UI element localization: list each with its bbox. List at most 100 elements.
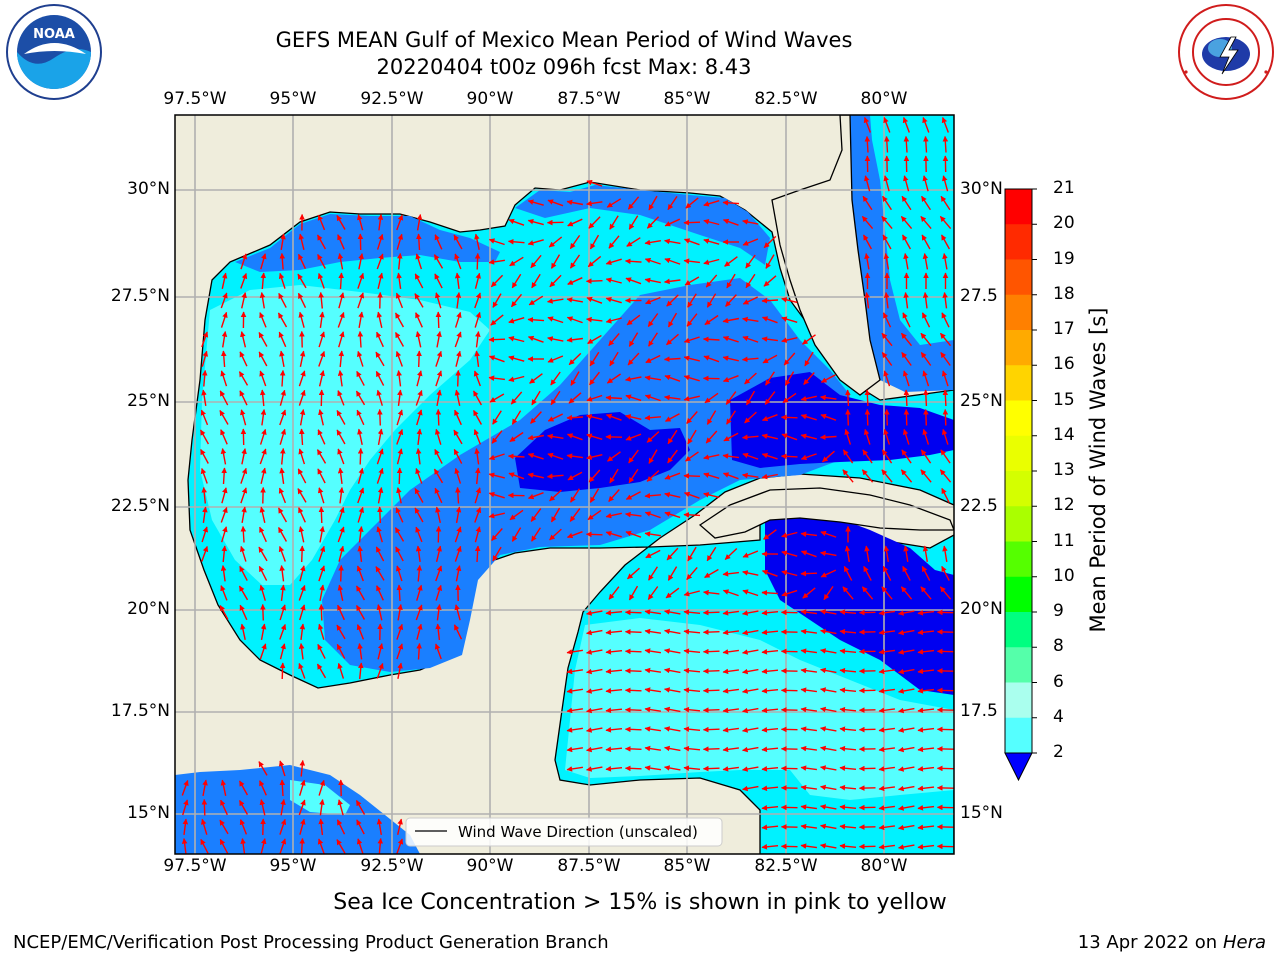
- direction-arrow: [664, 609, 681, 615]
- direction-arrow: [490, 274, 504, 288]
- direction-arrow: [356, 838, 364, 854]
- direction-arrow: [376, 448, 384, 465]
- direction-arrow: [488, 238, 505, 246]
- direction-arrow: [279, 623, 287, 640]
- direction-arrow: [666, 547, 679, 561]
- colorbar-segment: [1005, 682, 1032, 719]
- direction-arrow: [434, 234, 443, 250]
- direction-arrow: [492, 410, 502, 425]
- direction-arrow: [941, 565, 950, 581]
- direction-arrow: [377, 506, 383, 524]
- direction-arrow: [319, 584, 325, 602]
- direction-arrow: [845, 389, 851, 407]
- colorbar-segment: [1005, 435, 1032, 472]
- direction-arrow: [356, 350, 364, 367]
- direction-arrow: [902, 312, 911, 328]
- direction-arrow: [843, 565, 853, 581]
- map-subtitle: 20220404 t00z 096h fcst Max: 8.43: [376, 55, 752, 79]
- direction-arrow: [883, 428, 891, 445]
- direction-arrow: [800, 609, 817, 615]
- direction-arrow: [508, 317, 525, 324]
- direction-arrow: [820, 706, 837, 713]
- direction-arrow: [839, 628, 857, 635]
- direction-arrow: [220, 370, 228, 387]
- direction-arrow: [624, 648, 642, 655]
- map-area: [175, 115, 954, 854]
- direction-arrow: [453, 234, 463, 250]
- direction-arrow: [900, 332, 913, 347]
- direction-arrow: [761, 727, 779, 733]
- direction-arrow: [942, 292, 948, 309]
- direction-arrow: [883, 292, 890, 309]
- direction-arrow: [862, 449, 873, 464]
- direction-arrow: [804, 351, 814, 367]
- direction-arrow: [742, 727, 759, 733]
- direction-arrow: [704, 568, 719, 579]
- direction-arrow: [454, 389, 461, 406]
- direction-arrow: [586, 296, 603, 304]
- colorbar-segment: [1005, 612, 1032, 648]
- colorbar-segment: [1005, 259, 1032, 296]
- direction-arrow: [881, 352, 893, 366]
- direction-arrow: [742, 688, 759, 694]
- direction-arrow: [942, 408, 949, 426]
- direction-arrow: [605, 296, 622, 304]
- direction-arrow: [742, 316, 759, 323]
- direction-arrow: [702, 746, 720, 752]
- direction-arrow: [683, 374, 700, 382]
- direction-arrow: [490, 314, 504, 326]
- direction-arrow: [414, 507, 424, 523]
- direction-arrow: [317, 643, 326, 659]
- direction-arrow: [488, 491, 505, 499]
- direction-arrow: [664, 648, 681, 654]
- direction-arrow: [240, 253, 248, 270]
- direction-arrow: [279, 252, 286, 270]
- direction-arrow: [626, 237, 641, 247]
- direction-arrow: [761, 805, 779, 811]
- direction-arrow: [377, 272, 384, 289]
- direction-arrow: [241, 506, 247, 524]
- direction-arrow: [722, 746, 739, 753]
- direction-arrow: [940, 449, 951, 464]
- direction-arrow: [941, 312, 950, 328]
- direction-arrow: [920, 586, 932, 600]
- direction-arrow: [800, 745, 817, 752]
- direction-arrow: [219, 819, 229, 835]
- direction-arrow: [396, 409, 404, 426]
- direction-arrow: [488, 472, 505, 479]
- direction-arrow: [566, 433, 583, 441]
- direction-arrow: [744, 411, 757, 424]
- direction-arrow: [318, 506, 325, 524]
- direction-arrow: [742, 335, 759, 343]
- direction-arrow: [742, 570, 759, 576]
- direction-arrow: [605, 317, 622, 324]
- direction-arrow: [664, 218, 681, 227]
- direction-arrow: [297, 468, 307, 484]
- direction-arrow: [922, 545, 929, 563]
- direction-arrow: [722, 453, 739, 459]
- direction-arrow: [683, 745, 701, 752]
- direction-arrow: [628, 215, 639, 230]
- direction-arrow: [763, 275, 777, 287]
- direction-arrow: [238, 800, 249, 815]
- direction-arrow: [878, 610, 895, 616]
- direction-arrow: [298, 526, 305, 543]
- direction-arrow: [723, 432, 739, 442]
- direction-arrow: [646, 216, 660, 229]
- direction-legend: Wind Wave Direction (unscaled): [405, 817, 723, 847]
- direction-arrow: [241, 292, 247, 309]
- direction-arrow: [820, 687, 837, 693]
- direction-arrow: [839, 648, 857, 654]
- direction-arrow: [434, 428, 442, 445]
- direction-arrow: [279, 409, 287, 426]
- direction-arrow: [703, 200, 720, 207]
- direction-arrow: [279, 467, 285, 484]
- direction-arrow: [238, 371, 249, 386]
- direction-arrow: [901, 352, 912, 366]
- direction-arrow: [586, 629, 603, 636]
- direction-arrow: [220, 429, 228, 445]
- direction-arrow: [722, 649, 739, 655]
- direction-arrow: [839, 765, 857, 771]
- direction-arrow: [820, 374, 836, 383]
- direction-arrow: [397, 389, 403, 406]
